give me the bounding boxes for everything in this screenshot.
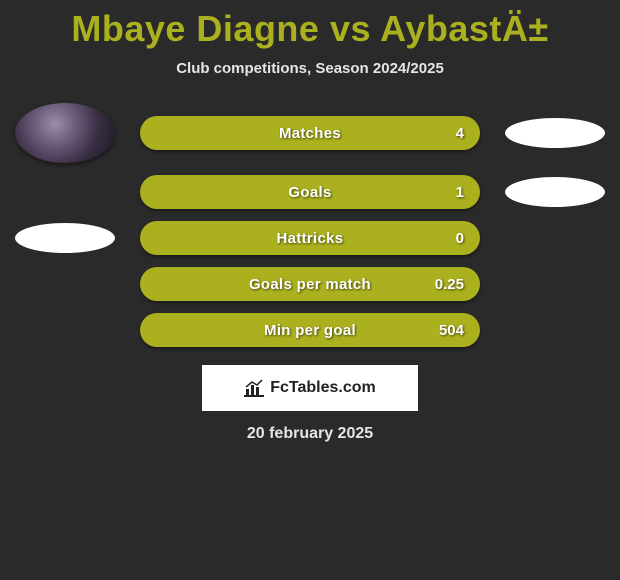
blank-oval xyxy=(505,118,605,148)
left-side xyxy=(10,103,120,163)
stat-bar-goals: Goals 1 xyxy=(140,175,480,209)
stat-label: Goals per match xyxy=(249,276,371,293)
stat-label: Goals xyxy=(288,184,331,201)
player-avatar xyxy=(15,103,115,163)
stat-row: Goals per match 0.25 xyxy=(0,267,620,301)
chart-icon xyxy=(244,379,264,397)
stat-bar-matches: Matches 4 xyxy=(140,116,480,150)
blank-oval xyxy=(505,177,605,207)
stat-value: 0 xyxy=(456,230,464,247)
blank-oval xyxy=(15,223,115,253)
stat-row: Hattricks 0 xyxy=(0,221,620,255)
stat-row: Min per goal 504 xyxy=(0,313,620,347)
brand-badge[interactable]: FcTables.com xyxy=(202,365,418,411)
date-label: 20 february 2025 xyxy=(0,425,620,443)
comparison-card: Mbaye Diagne vs AybastÄ± Club competitio… xyxy=(0,0,620,443)
right-side xyxy=(500,177,610,207)
page-title: Mbaye Diagne vs AybastÄ± xyxy=(0,8,620,50)
stat-value: 504 xyxy=(439,322,464,339)
stat-value: 0.25 xyxy=(435,276,464,293)
stat-bar-gpm: Goals per match 0.25 xyxy=(140,267,480,301)
stat-bar-hattricks: Hattricks 0 xyxy=(140,221,480,255)
right-side xyxy=(500,118,610,148)
stat-label: Matches xyxy=(279,125,341,142)
stat-label: Hattricks xyxy=(277,230,344,247)
stat-value: 4 xyxy=(456,125,464,142)
left-side xyxy=(10,223,120,253)
subtitle: Club competitions, Season 2024/2025 xyxy=(0,60,620,77)
stat-bar-mpg: Min per goal 504 xyxy=(140,313,480,347)
stat-row: Matches 4 xyxy=(0,103,620,163)
stat-row: Goals 1 xyxy=(0,175,620,209)
brand-text: FcTables.com xyxy=(270,379,376,397)
stat-label: Min per goal xyxy=(264,322,356,339)
stat-value: 1 xyxy=(456,184,464,201)
